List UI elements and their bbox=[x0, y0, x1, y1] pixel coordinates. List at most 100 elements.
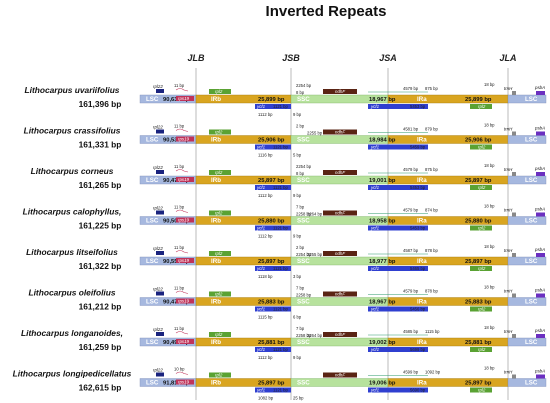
lsc-region-right bbox=[507, 378, 547, 387]
rpl22-gene bbox=[156, 372, 164, 377]
bottom-length-1: 1112 bp bbox=[258, 193, 273, 198]
ndhf-gene bbox=[323, 291, 357, 297]
ssc-size: 19,002 bp bbox=[369, 340, 396, 346]
rpl2-ira-label: rpl2 bbox=[478, 145, 486, 150]
ycf1-fragment-length: 1121 bp bbox=[273, 388, 288, 393]
ycf1-overlap-length: 879 bp bbox=[425, 127, 438, 132]
ira-label: IRa bbox=[417, 218, 427, 225]
species-name: Lithocarpus calophyllus, bbox=[23, 207, 122, 217]
ssc-gap-1: 2254 bp bbox=[296, 83, 312, 88]
trnh-gene bbox=[512, 293, 516, 298]
ycf1-ira-length: 5456 bp bbox=[410, 307, 426, 312]
species-row: Lithocarpus litseifolius 161,322 bp LSC IRb… bbox=[26, 244, 547, 279]
psba-label: psbA bbox=[534, 328, 545, 333]
rpl2-ira-gene bbox=[470, 266, 492, 271]
ndhf-gene bbox=[323, 372, 357, 378]
genome-length: 161,322 bp bbox=[79, 261, 122, 271]
ycf1-gene bbox=[368, 266, 428, 271]
ssc-size: 19,006 bp bbox=[369, 381, 396, 387]
lsc-label-right: LSC bbox=[525, 137, 538, 144]
lsc-region-right bbox=[507, 256, 547, 266]
lsc-label-right: LSC bbox=[525, 380, 538, 387]
species-row: Lithocarpus longipedicellatus 162,615 bp L… bbox=[13, 366, 547, 401]
bottom-length-2: 25 bp bbox=[293, 396, 304, 401]
ssc-label: SSC bbox=[297, 218, 310, 225]
rpl2-label: rpl2 bbox=[215, 332, 223, 337]
rpl22-gene bbox=[156, 129, 164, 134]
rpl22-label: rpl22 bbox=[153, 84, 163, 89]
lsc-label: LSC bbox=[146, 299, 159, 306]
rps19-gap: 11 bp bbox=[174, 286, 185, 291]
trnh-label: trnH bbox=[504, 167, 513, 172]
ssc-gap-2: 2258 bp bbox=[296, 212, 312, 217]
rpl2-ira-label: rpl2 bbox=[478, 347, 486, 352]
ycf1-ssc-length: 4599 bp bbox=[403, 370, 419, 375]
ssc-size: 18,958 bp bbox=[369, 219, 396, 225]
jla-gap: 18 bp bbox=[484, 82, 495, 87]
ssc-size: 18,967 bp bbox=[369, 97, 396, 103]
ssc-label: SSC bbox=[297, 96, 310, 103]
ycf1-label: ycf1 bbox=[370, 185, 380, 190]
ssc-gap-1: 2 bp bbox=[296, 124, 305, 129]
rpl2-ira-gene bbox=[470, 306, 492, 312]
trnh-label: trnH bbox=[504, 86, 513, 91]
junction-label-jlb: JLB bbox=[187, 53, 205, 63]
ycf1-ira-length: 5453 bp bbox=[410, 104, 426, 109]
species-name: Lithocarpus longipedicellatus bbox=[13, 369, 132, 379]
ndhf-label: ndhF bbox=[335, 292, 345, 297]
trnh-gene bbox=[512, 212, 516, 217]
rpl2-gene bbox=[209, 372, 231, 378]
ycf1-label: ycf1 bbox=[370, 226, 380, 231]
ndhf-gene bbox=[323, 89, 357, 94]
ycf1-overlap-length: 874 bp bbox=[425, 208, 438, 213]
ycf1-label: ycf1 bbox=[370, 388, 380, 393]
rpl2-ira-gene bbox=[470, 387, 492, 393]
rpl22-label: rpl22 bbox=[153, 125, 163, 130]
species-name: Lithocarpus oleifolius bbox=[28, 288, 115, 298]
ira-label: IRa bbox=[417, 137, 427, 144]
ycf1-ira-length: 5690 bp bbox=[410, 388, 426, 393]
ycf1-ira-length: 5699 bp bbox=[410, 347, 426, 352]
trnh-gene bbox=[512, 374, 516, 379]
ira-label: IRa bbox=[417, 299, 427, 306]
rpl2-gene bbox=[209, 291, 231, 297]
rps19-label: rps19 bbox=[178, 96, 190, 101]
rpl2-ira-label: rpl2 bbox=[478, 226, 486, 231]
junction-labels: JLB JSB JSA JLA bbox=[187, 53, 516, 63]
trnh-label: trnH bbox=[504, 248, 513, 253]
species-name: Lithocarpus uvariifolius bbox=[25, 85, 120, 95]
ycf1-fragment-label: ycf1 bbox=[256, 185, 266, 190]
trnh-gene bbox=[512, 131, 516, 136]
rpl2-ira-label: rpl2 bbox=[478, 307, 486, 312]
ycf1-label: ycf1 bbox=[370, 266, 380, 271]
ssc-size: 19,001 bp bbox=[369, 178, 396, 184]
jla-gap: 18 bp bbox=[484, 204, 495, 209]
psba-gene bbox=[536, 293, 545, 298]
bottom-length-1: 1118 bp bbox=[258, 274, 273, 279]
rpl2-label: rpl2 bbox=[215, 170, 223, 175]
ndhf-length: 2264 bp bbox=[307, 212, 323, 217]
rps19-label: rps19 bbox=[178, 339, 190, 344]
ycf1-overlap-length: 875 bp bbox=[425, 86, 438, 91]
rpl2-label: rpl2 bbox=[215, 251, 223, 256]
ycf1-gene bbox=[368, 306, 428, 312]
jla-gap: 18 bp bbox=[484, 285, 495, 290]
ycf1-fragment-label: ycf1 bbox=[256, 104, 266, 109]
ssc-gap-1: 7 bp bbox=[296, 326, 305, 331]
junction-label-jsb: JSB bbox=[282, 53, 300, 63]
rpl2-label: rpl2 bbox=[215, 292, 223, 297]
ycf1-fragment-label: ycf1 bbox=[256, 145, 266, 150]
ndhf-label: ndhF bbox=[335, 211, 345, 216]
ndhf-gene bbox=[323, 129, 357, 135]
rpl22-label: rpl22 bbox=[153, 287, 163, 292]
ira-label: IRa bbox=[417, 96, 427, 103]
ira-size: 25,883 bp bbox=[465, 300, 492, 306]
ssc-gap-2: 8 bp bbox=[296, 171, 305, 176]
rpl2-ira-label: rpl2 bbox=[478, 185, 486, 190]
rpl22-gene bbox=[156, 89, 164, 93]
ndhf-label: ndhF bbox=[335, 130, 345, 135]
lsc-region-right bbox=[507, 337, 547, 347]
irb-size: 25,881 bp bbox=[258, 340, 285, 346]
rps19-gene bbox=[176, 298, 194, 304]
rpl22-label: rpl22 bbox=[153, 206, 163, 211]
